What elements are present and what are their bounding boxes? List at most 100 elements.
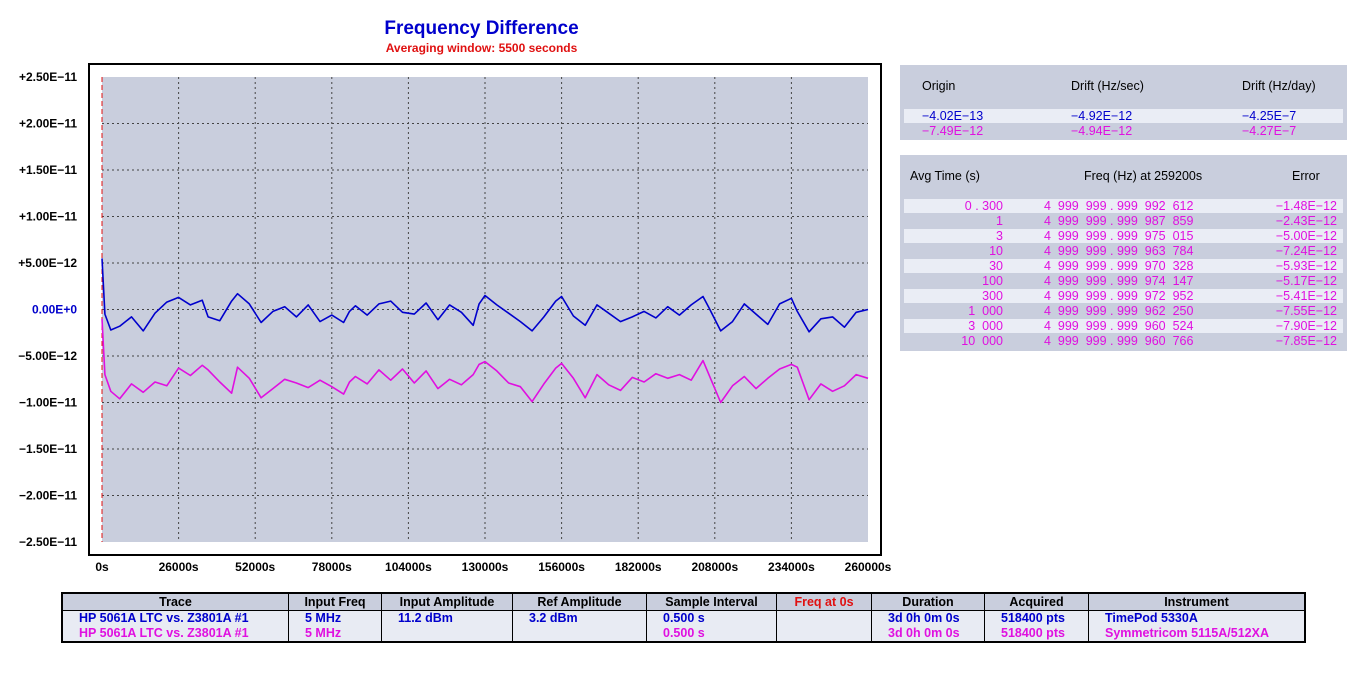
y-tick-label: −5.00E−12: [18, 349, 77, 363]
avg-time-row: 10 4 999 999 . 999 963 784 −7.24E−12: [904, 244, 1343, 258]
series-line-2: [101, 318, 869, 404]
x-tick-label: 52000s: [235, 560, 275, 574]
error-value: −5.17E−12: [1275, 274, 1337, 288]
ref-amplitude-header: Ref Amplitude: [512, 592, 647, 611]
x-tick-label: 260000s: [845, 560, 892, 574]
freq-value: 4 999 999 . 999 960 524: [1044, 319, 1194, 333]
error-value: −7.85E−12: [1275, 334, 1337, 348]
duration: 3d 0h 0m 0s: [888, 611, 960, 625]
y-tick-label: −1.00E−11: [19, 396, 77, 410]
avg-time-header: Avg Time (s): [910, 169, 980, 183]
error-value: −5.00E−12: [1275, 229, 1337, 243]
y-tick-label: −2.50E−11: [19, 535, 77, 549]
drift-row: −7.49E−12 −4.94E−12 −4.27E−7: [904, 124, 1343, 138]
avg-time-value: 0 . 300: [964, 199, 1003, 213]
avg-time-row: 3 4 999 999 . 999 975 015 −5.00E−12: [904, 229, 1343, 243]
error-value: −7.55E−12: [1275, 304, 1337, 318]
avg-time-value: 30: [989, 259, 1003, 273]
drift-panel: Origin Drift (Hz/sec) Drift (Hz/day) −4.…: [900, 65, 1347, 140]
avg-time-row: 300 4 999 999 . 999 972 952 −5.41E−12: [904, 289, 1343, 303]
freq-value: 4 999 999 . 999 975 015: [1044, 229, 1194, 243]
x-tick-label: 0s: [95, 560, 109, 574]
avg-time-row: 10 000 4 999 999 . 999 960 766 −7.85E−12: [904, 334, 1343, 348]
freq-value: 4 999 999 . 999 962 250: [1044, 304, 1194, 318]
trace-name: HP 5061A LTC vs. Z3801A #1: [79, 611, 249, 625]
y-tick-label: −2.00E−11: [19, 489, 77, 503]
y-tick-label: +1.00E−11: [19, 210, 77, 224]
avg-time-value: 1 000: [968, 304, 1003, 318]
freq-header: Freq (Hz) at 259200s: [1084, 169, 1203, 183]
duration-header: Duration: [871, 592, 985, 611]
drift-day-header: Drift (Hz/day): [1242, 79, 1316, 93]
frequency-difference-chart: +2.50E−11 +2.00E−11 +1.50E−11 +1.00E−11 +5.0…: [18, 63, 892, 574]
drift-origin: −4.02E−13: [922, 109, 984, 123]
trace-info-table: Trace Input Freq Input Amplitude Ref Amp…: [61, 592, 1306, 643]
freq-value: 4 999 999 . 999 960 766: [1044, 334, 1194, 348]
error-value: −7.90E−12: [1275, 319, 1337, 333]
avg-time-row: 30 4 999 999 . 999 970 328 −5.93E−12: [904, 259, 1343, 273]
sample-interval-header: Sample Interval: [646, 592, 777, 611]
avg-time-row: 100 4 999 999 . 999 974 147 −5.17E−12: [904, 274, 1343, 288]
freq-at-0s-header: Freq at 0s: [776, 592, 872, 611]
error-value: −1.48E−12: [1275, 199, 1337, 213]
y-tick-label: +2.00E−11: [19, 117, 77, 131]
error-value: −7.24E−12: [1275, 244, 1337, 258]
freq-value: 4 999 999 . 999 963 784: [1044, 244, 1194, 258]
avg-time-value: 10: [989, 244, 1003, 258]
instrument-header: Instrument: [1088, 592, 1306, 611]
x-tick-label: 78000s: [312, 560, 352, 574]
error-header: Error: [1292, 169, 1320, 183]
trace-header: Trace: [61, 592, 289, 611]
avg-time-value: 1: [996, 214, 1003, 228]
acquired: 518400 pts: [1001, 626, 1065, 640]
instrument: Symmetricom 5115A/512XA: [1105, 626, 1269, 640]
avg-time-value: 10 000: [961, 334, 1003, 348]
y-tick-label: −1.50E−11: [19, 442, 77, 456]
drift-sec-header: Drift (Hz/sec): [1071, 79, 1144, 93]
freq-value: 4 999 999 . 999 972 952: [1044, 289, 1194, 303]
avg-time-row: 1 4 999 999 . 999 987 859 −2.43E−12: [904, 214, 1343, 228]
x-tick-label: 26000s: [159, 560, 199, 574]
x-tick-label: 130000s: [462, 560, 509, 574]
freq-value: 4 999 999 . 999 970 328: [1044, 259, 1194, 273]
error-value: −2.43E−12: [1275, 214, 1337, 228]
avg-time-value: 300: [982, 289, 1003, 303]
y-tick-label: +1.50E−11: [19, 163, 77, 177]
freq-value: 4 999 999 . 999 987 859: [1044, 214, 1194, 228]
acquired-header: Acquired: [984, 592, 1089, 611]
y-tick-label: +5.00E−12: [18, 256, 77, 270]
freq-value: 4 999 999 . 999 974 147: [1044, 274, 1194, 288]
trace-row-pair: HP 5061A LTC vs. Z3801A #1 HP 5061A LTC v…: [61, 610, 1306, 642]
drift-per-day: −4.25E−7: [1242, 109, 1297, 123]
origin-header: Origin: [922, 79, 956, 93]
drift-origin: −7.49E−12: [922, 124, 984, 138]
chart-subtitle: Averaging window: 5500 seconds: [385, 41, 578, 55]
drift-row: −4.02E−13 −4.92E−12 −4.25E−7: [904, 109, 1343, 123]
avg-time-value: 3 000: [968, 319, 1003, 333]
instrument: TimePod 5330A: [1105, 611, 1198, 625]
avg-time-row: 1 000 4 999 999 . 999 962 250 −7.55E−12: [904, 304, 1343, 318]
drift-per-sec: −4.92E−12: [1071, 109, 1133, 123]
avg-time-value: 100: [982, 274, 1003, 288]
input-freq: 5 MHz: [305, 611, 342, 625]
input-amplitude: 11.2 dBm: [398, 611, 453, 625]
input-freq-header: Input Freq: [288, 592, 382, 611]
input-freq: 5 MHz: [305, 626, 342, 640]
avg-time-row: 3 000 4 999 999 . 999 960 524 −7.90E−12: [904, 319, 1343, 333]
error-value: −5.41E−12: [1275, 289, 1337, 303]
x-tick-label: 182000s: [615, 560, 662, 574]
avg-time-value: 3: [996, 229, 1003, 243]
sample-interval: 0.500 s: [663, 626, 705, 640]
x-tick-label: 234000s: [768, 560, 815, 574]
drift-per-day: −4.27E−7: [1242, 124, 1297, 138]
series-line-1: [101, 258, 869, 333]
x-tick-label: 104000s: [385, 560, 432, 574]
y-tick-label: +2.50E−11: [19, 70, 77, 84]
x-tick-label: 156000s: [538, 560, 585, 574]
chart-title: Frequency Difference: [384, 18, 579, 39]
input-amplitude-header: Input Amplitude: [381, 592, 513, 611]
error-value: −5.93E−12: [1275, 259, 1337, 273]
avg-time-panel: Avg Time (s) Freq (Hz) at 259200s Error …: [900, 155, 1347, 351]
avg-time-row: 0 . 300 4 999 999 . 999 992 612 −1.48E−12: [904, 199, 1343, 213]
acquired: 518400 pts: [1001, 611, 1065, 625]
